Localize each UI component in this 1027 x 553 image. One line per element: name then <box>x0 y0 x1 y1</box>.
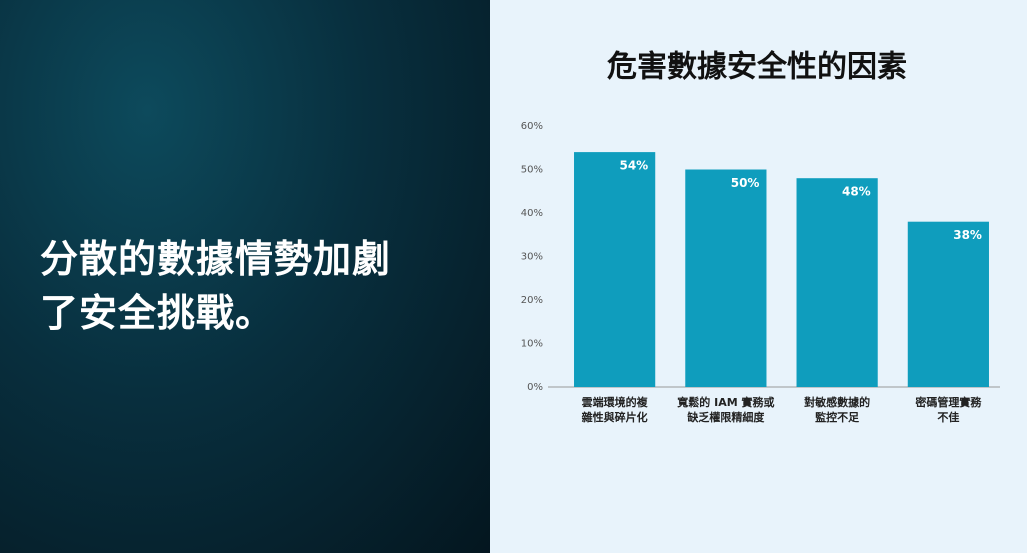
x-tick-label: 對敏感數據的 <box>804 395 870 409</box>
bar <box>574 152 656 387</box>
bar <box>685 169 767 387</box>
y-tick-label: 30% <box>521 252 543 263</box>
chart: 危害數據安全性的因素 0% 10% 20% 30% 40% 50% 60% 雲端環境的複雜性與… <box>490 0 1027 553</box>
x-tick-label: 密碼管理實務 <box>915 395 982 409</box>
y-tick-label: 20% <box>521 295 543 306</box>
x-tick-label: 雲端環境的複 <box>582 395 649 409</box>
value-label: 48% <box>842 185 871 199</box>
y-tick-label: 40% <box>521 208 543 219</box>
y-tick-label: 10% <box>521 339 543 350</box>
x-tick-label: 雜性與碎片化 <box>582 410 648 424</box>
x-tick-label: 不佳 <box>937 410 959 424</box>
chart-title: 危害數據安全性的因素 <box>607 50 907 85</box>
value-label: 38% <box>953 228 982 242</box>
y-tick-label: 0% <box>527 382 543 393</box>
x-tick-label: 缺乏權限精細度 <box>686 410 765 424</box>
hero-panel: 分散的數據情勢加劇 了安全挑戰。 <box>0 0 490 553</box>
x-tick-label: 寬鬆的 IAM 實務或 <box>676 395 774 409</box>
value-label: 54% <box>619 159 648 173</box>
headline-line: 分散的數據情勢加劇 <box>40 237 392 281</box>
y-tick-label: 50% <box>521 165 543 176</box>
value-label: 50% <box>731 176 760 190</box>
headline-line: 了安全挑戰。 <box>40 291 275 335</box>
y-tick-label: 60% <box>521 121 543 132</box>
x-tick-label: 監控不足 <box>815 410 860 424</box>
bar <box>907 221 989 387</box>
bar <box>796 178 878 387</box>
